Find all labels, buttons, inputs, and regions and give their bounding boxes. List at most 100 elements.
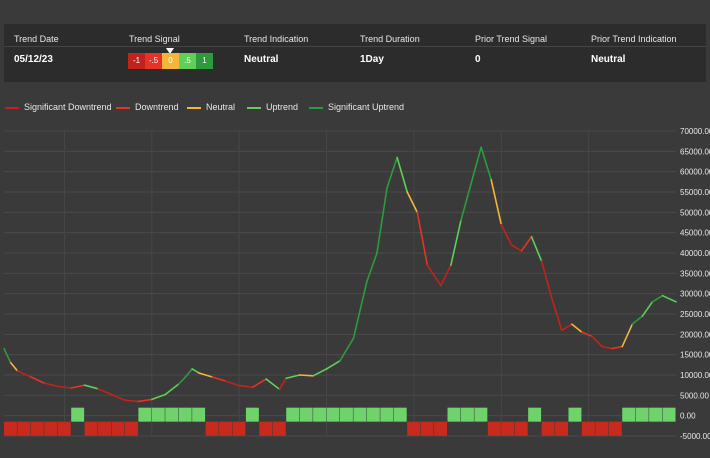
- legend-downtrend[interactable]: Downtrend: [116, 102, 179, 112]
- signal-bar: [205, 421, 219, 436]
- signal-bar: [420, 421, 434, 436]
- price-segment: [224, 380, 240, 387]
- price-segment: [339, 337, 355, 362]
- signal-bar: [487, 421, 501, 436]
- y-tick-label: 50000.00: [680, 208, 710, 217]
- signal-bar: [124, 421, 138, 436]
- price-segment: [571, 323, 583, 334]
- legend-swatch: [116, 106, 130, 109]
- legend-significant-downtrend[interactable]: Significant Downtrend: [5, 102, 112, 112]
- signal-bar: [71, 407, 85, 422]
- price-segment: [124, 399, 140, 403]
- signal-bar: [30, 421, 44, 436]
- signal-bar: [44, 421, 58, 436]
- price-segment: [591, 335, 603, 348]
- price-segment: [3, 347, 12, 364]
- price-segment: [285, 374, 301, 380]
- signal-bar: [555, 421, 568, 436]
- y-tick-label: -5000.00: [680, 432, 710, 441]
- legend-swatch: [309, 106, 323, 109]
- price-segment: [151, 393, 167, 401]
- signal-bar: [460, 407, 474, 422]
- price-segment: [416, 211, 429, 267]
- signal-box: -1: [128, 53, 145, 69]
- signal-box: 0: [162, 53, 179, 69]
- signal-bar: [434, 421, 448, 436]
- signal-bar: [84, 421, 98, 436]
- price-segment: [83, 384, 99, 390]
- legend-uptrend[interactable]: Uptrend: [247, 102, 298, 112]
- signal-bar: [340, 407, 353, 422]
- header-trend-date: Trend Date: [14, 34, 59, 44]
- price-segment: [251, 378, 267, 389]
- price-segment: [9, 361, 19, 372]
- signal-bar: [541, 421, 555, 436]
- y-tick-label: 15000.00: [680, 351, 710, 360]
- prior-trend-signal-value: 0: [475, 54, 481, 65]
- price-segment: [396, 156, 409, 193]
- price-segment: [460, 183, 472, 222]
- signal-bar: [528, 407, 542, 422]
- signal-bar: [151, 407, 165, 422]
- signal-bar: [165, 407, 179, 422]
- price-segment: [312, 368, 328, 377]
- signal-box: 1: [196, 53, 213, 69]
- signal-bar: [366, 407, 380, 422]
- price-segment: [238, 384, 254, 389]
- legend-significant-uptrend[interactable]: Significant Uptrend: [309, 102, 404, 112]
- price-segment: [641, 300, 654, 317]
- price-segment: [490, 179, 503, 226]
- legend-swatch: [5, 106, 19, 109]
- price-segment: [661, 294, 677, 303]
- signal-bar: [353, 407, 367, 422]
- price-segment: [211, 376, 227, 382]
- signal-bar: [514, 421, 528, 436]
- price-segment: [16, 370, 32, 378]
- signal-bar: [98, 421, 112, 436]
- price-segment: [439, 264, 452, 287]
- y-tick-label: 30000.00: [680, 290, 710, 299]
- trend-summary-panel: [4, 24, 706, 82]
- price-segment: [191, 368, 200, 374]
- price-segment: [198, 372, 214, 378]
- signal-bar: [581, 421, 595, 436]
- price-segment: [366, 252, 378, 283]
- signal-bar: [380, 407, 394, 422]
- price-segment: [530, 235, 543, 262]
- price-segment: [386, 156, 398, 189]
- header-trend-indication: Trend Indication: [244, 34, 309, 44]
- price-segment: [30, 376, 46, 384]
- price-segment: [352, 280, 368, 340]
- header-prior-trend-signal: Prior Trend Signal: [475, 34, 548, 44]
- price-segment: [631, 315, 644, 325]
- signal-bar: [326, 407, 340, 422]
- trend-date-value: 05/12/23: [14, 54, 53, 65]
- price-segment: [450, 219, 462, 267]
- signal-bar: [178, 407, 192, 422]
- legend-neutral[interactable]: Neutral: [187, 102, 235, 112]
- y-tick-label: 10000.00: [680, 371, 710, 380]
- y-tick-label: 20000.00: [680, 330, 710, 339]
- signal-bar: [595, 421, 609, 436]
- legend-label: Significant Uptrend: [328, 102, 405, 112]
- legend-label: Uptrend: [266, 102, 299, 112]
- legend-label: Downtrend: [135, 102, 179, 112]
- price-segment: [621, 323, 634, 348]
- y-tick-label: 55000.00: [680, 188, 710, 197]
- price-segment: [406, 191, 419, 214]
- signal-bar: [138, 407, 152, 422]
- signal-bar: [17, 421, 31, 436]
- price-segment: [520, 235, 533, 252]
- price-segment: [325, 359, 341, 370]
- signal-bar: [407, 421, 421, 436]
- panel-divider: [4, 46, 706, 47]
- price-segment: [480, 146, 493, 181]
- signal-bar: [286, 407, 300, 422]
- header-trend-duration: Trend Duration: [360, 34, 420, 44]
- price-segment: [651, 294, 664, 303]
- signal-bar: [393, 407, 407, 422]
- current-signal-marker-icon: [166, 48, 174, 54]
- signal-bar: [245, 407, 259, 422]
- signal-bar: [259, 421, 273, 436]
- header-prior-trend-indication: Prior Trend Indication: [591, 34, 677, 44]
